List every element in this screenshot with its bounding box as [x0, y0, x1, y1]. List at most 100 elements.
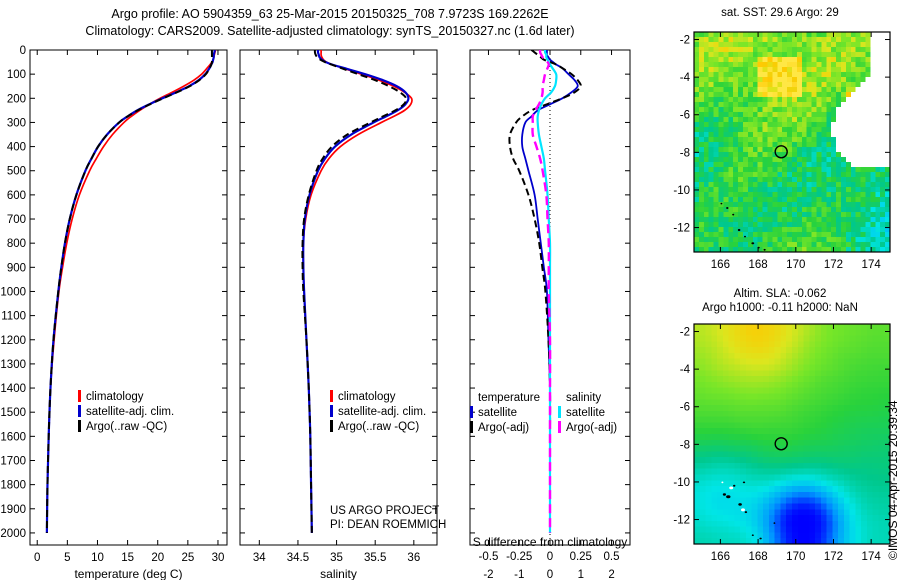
map-cell — [708, 117, 715, 123]
map-cell — [820, 526, 828, 534]
map-cell — [801, 62, 808, 68]
map-cell — [855, 72, 862, 78]
map-cell — [815, 358, 822, 366]
map-cell — [885, 77, 890, 83]
map-cell — [743, 192, 749, 198]
map-cell — [872, 416, 880, 424]
map-cell — [743, 47, 749, 53]
map-cell — [782, 37, 788, 43]
map-cell — [740, 497, 747, 505]
map-cell — [801, 122, 808, 128]
map-cell — [806, 82, 813, 88]
map-cell — [717, 434, 724, 441]
map-cell — [694, 192, 700, 198]
map-cell — [698, 137, 705, 143]
map-cell — [752, 82, 759, 88]
map-cell — [768, 352, 776, 360]
map-cell — [815, 399, 822, 406]
map-cell — [860, 167, 867, 173]
map-cell — [796, 67, 803, 73]
profile-location-marker — [774, 145, 788, 159]
map-cell — [861, 422, 868, 429]
map-cell — [774, 474, 782, 481]
map-cell — [872, 341, 880, 348]
map-cell — [885, 142, 890, 148]
map-cell — [694, 87, 700, 93]
map-cell — [815, 474, 822, 481]
map-cell — [708, 127, 715, 133]
map-cell — [792, 474, 799, 481]
map-cell — [849, 376, 857, 383]
map-cell — [841, 117, 847, 123]
map-cell — [850, 67, 857, 73]
map-cell — [782, 97, 788, 103]
map-cell — [699, 439, 707, 447]
map-cell — [728, 202, 734, 208]
map-cell — [767, 62, 773, 68]
map-cell — [738, 247, 744, 252]
map-cell — [831, 52, 837, 58]
map-cell — [782, 182, 788, 188]
map-cell — [728, 509, 735, 516]
map-cell — [762, 122, 769, 128]
map-cell — [792, 352, 799, 360]
map-cell — [875, 177, 881, 183]
map-cell — [747, 132, 754, 138]
map-cell — [845, 172, 852, 178]
map-cell — [885, 92, 890, 98]
map-cell — [865, 182, 871, 188]
map-x-tick-label: 168 — [748, 551, 767, 563]
map-cell — [752, 47, 759, 53]
map-cell — [826, 428, 833, 435]
map-cell — [850, 247, 857, 252]
map-cell — [786, 486, 793, 493]
map-cell — [699, 329, 707, 337]
map-cell — [792, 242, 798, 248]
map-cell — [849, 324, 857, 331]
map-cell — [860, 107, 867, 113]
map-cell — [885, 72, 890, 78]
map-cell — [787, 62, 793, 68]
map-cell — [722, 457, 730, 464]
map-cell — [751, 376, 759, 383]
map-cell — [752, 242, 759, 248]
map-cell — [843, 462, 851, 470]
map-cell — [786, 410, 793, 418]
map-cell — [838, 474, 845, 481]
map-cell — [797, 428, 805, 435]
map-cell — [850, 207, 857, 213]
map-cell — [838, 376, 845, 383]
map-cell — [855, 474, 862, 481]
map-cell — [792, 247, 798, 252]
map-cell — [728, 335, 735, 342]
map-cell — [811, 97, 818, 103]
map-cell — [860, 162, 867, 168]
map-cell — [699, 486, 707, 493]
map-cell — [796, 112, 803, 118]
map-cell — [762, 182, 769, 188]
map-cell — [838, 410, 845, 418]
map-cell — [855, 364, 862, 371]
map-cell — [878, 538, 885, 544]
map-cell — [821, 52, 827, 58]
map-cell — [718, 142, 724, 148]
map-cell — [865, 62, 871, 68]
map-cell — [733, 72, 739, 78]
map-cell — [752, 112, 759, 118]
map-cell — [757, 497, 764, 505]
map-cell — [880, 207, 886, 213]
legend-label: Argo(..raw -QC) — [338, 421, 420, 433]
map-cell — [699, 405, 707, 412]
map-cell — [728, 399, 735, 406]
map-cell — [860, 227, 867, 233]
map-cell — [722, 434, 730, 441]
map-cell — [860, 112, 867, 118]
map-cell — [718, 107, 724, 113]
map-cell — [816, 32, 822, 38]
x-tick-label-bottom: 1 — [578, 569, 584, 580]
map-cell — [849, 480, 857, 487]
map-cell — [796, 127, 803, 133]
map-cell — [841, 212, 847, 218]
map-cell — [880, 37, 886, 43]
map-cell — [855, 162, 862, 168]
